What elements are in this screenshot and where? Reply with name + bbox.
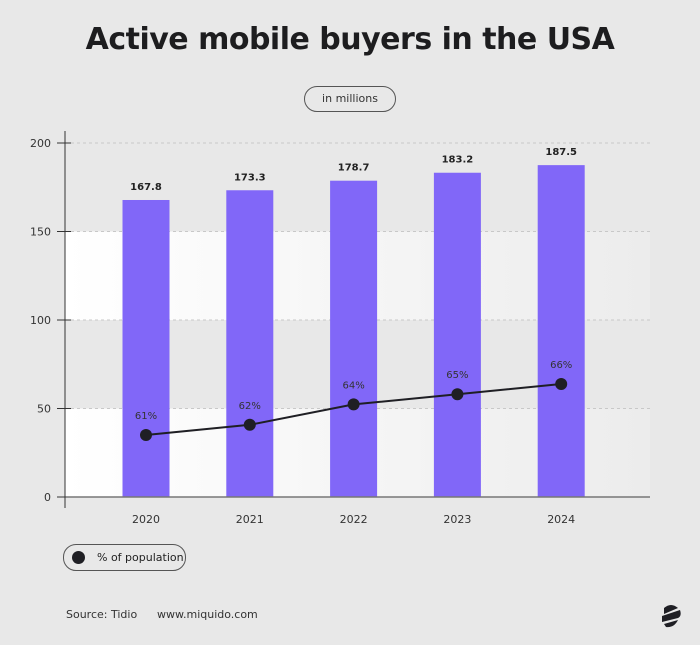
legend-dot-icon: [72, 551, 85, 564]
unit-badge: in millions: [304, 86, 396, 112]
bar: [433, 172, 481, 497]
chart-title: Active mobile buyers in the USA: [85, 22, 615, 57]
population-label: 64%: [342, 380, 364, 391]
bar-value-label: 173.3: [234, 172, 266, 183]
y-tick-label: 0: [44, 491, 51, 504]
x-tick-label: 2021: [236, 513, 264, 526]
population-label: 62%: [239, 401, 261, 412]
bar-value-label: 167.8: [130, 182, 162, 193]
population-point: [555, 378, 568, 390]
bar: [537, 165, 585, 497]
y-tick-label: 100: [30, 314, 51, 327]
population-point: [140, 429, 152, 441]
population-label: 61%: [135, 411, 157, 422]
legend-label: % of population: [97, 551, 184, 564]
y-tick-label: 50: [37, 403, 51, 416]
x-tick-label: 2020: [132, 513, 160, 526]
source-text: Source: Tidio: [66, 608, 138, 621]
population-label: 66%: [550, 360, 572, 371]
bar: [226, 190, 274, 497]
population-point: [347, 398, 360, 411]
y-tick-label: 150: [30, 226, 51, 239]
y-tick-label: 200: [30, 137, 51, 150]
population-label: 65%: [446, 370, 468, 381]
x-tick-label: 2024: [547, 513, 575, 526]
population-point: [451, 388, 464, 401]
bar-value-label: 178.7: [338, 163, 370, 174]
bar: [122, 199, 170, 497]
bar-value-label: 183.2: [442, 155, 474, 166]
x-tick-label: 2022: [340, 513, 368, 526]
website-text: www.miquido.com: [157, 608, 258, 621]
population-point: [243, 418, 256, 431]
bar-value-label: 187.5: [545, 147, 577, 158]
x-tick-label: 2023: [443, 513, 471, 526]
bar: [330, 180, 378, 498]
legend: % of population: [63, 544, 186, 571]
miquido-logo-icon: [662, 605, 681, 628]
